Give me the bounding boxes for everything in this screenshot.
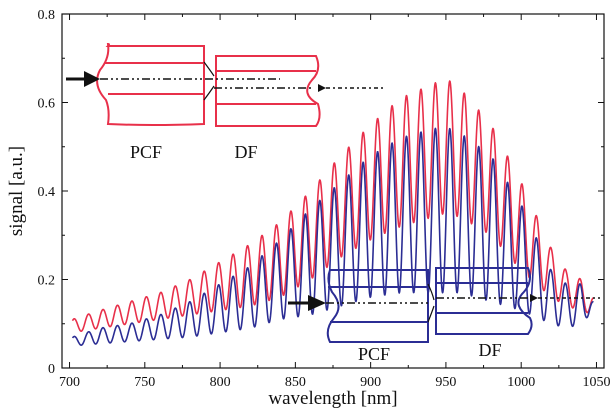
tick-layer: 700 750 800 850 900 950 1000 1050 0 0.2 0.4 0.6 0.8 [38,8,611,390]
y-tick-label: 0.6 [38,97,56,112]
blue-setup-inset [326,267,533,343]
y-tick-label: 0.4 [38,185,56,200]
coupling-lines [203,61,215,101]
df-fiber-shape [215,55,321,127]
red-inset-pcf-label: PCF [130,142,162,162]
blue-inset-df-label: DF [478,340,501,360]
input-arrow-head [84,71,100,87]
x-tick-label: 750 [134,375,155,390]
series-layer [71,80,594,346]
y-axis-title: signal [a.u.] [6,146,27,236]
x-tick-label: 700 [59,375,80,390]
red-inset-df-label: DF [234,142,257,162]
blue-setup-beam [288,294,600,311]
coupling-lines [427,283,435,323]
x-tick-label: 900 [360,375,381,390]
input-arrow-head [308,295,326,311]
series-line-blue [71,127,594,346]
series-line-red [71,80,594,332]
x-tick-label: 1050 [582,375,610,390]
x-axis-title: wavelength [nm] [268,388,397,409]
x-tick-label: 850 [285,375,306,390]
red-setup-beam [66,71,384,92]
y-tick-label: 0.2 [38,274,56,289]
beam-arrow-head [318,84,326,92]
df-fiber-shape [435,267,533,335]
x-tick-label: 800 [210,375,231,390]
pcf-fiber-shape [96,42,205,126]
y-tick-label: 0 [48,362,55,377]
blue-inset-pcf-label: PCF [358,344,390,364]
pcf-fiber-shape [326,269,429,343]
y-tick-label: 0.8 [38,8,56,23]
beam-arrow-head [530,294,538,302]
red-setup-inset [96,42,321,127]
x-tick-label: 1000 [507,375,535,390]
x-tick-label: 950 [435,375,456,390]
